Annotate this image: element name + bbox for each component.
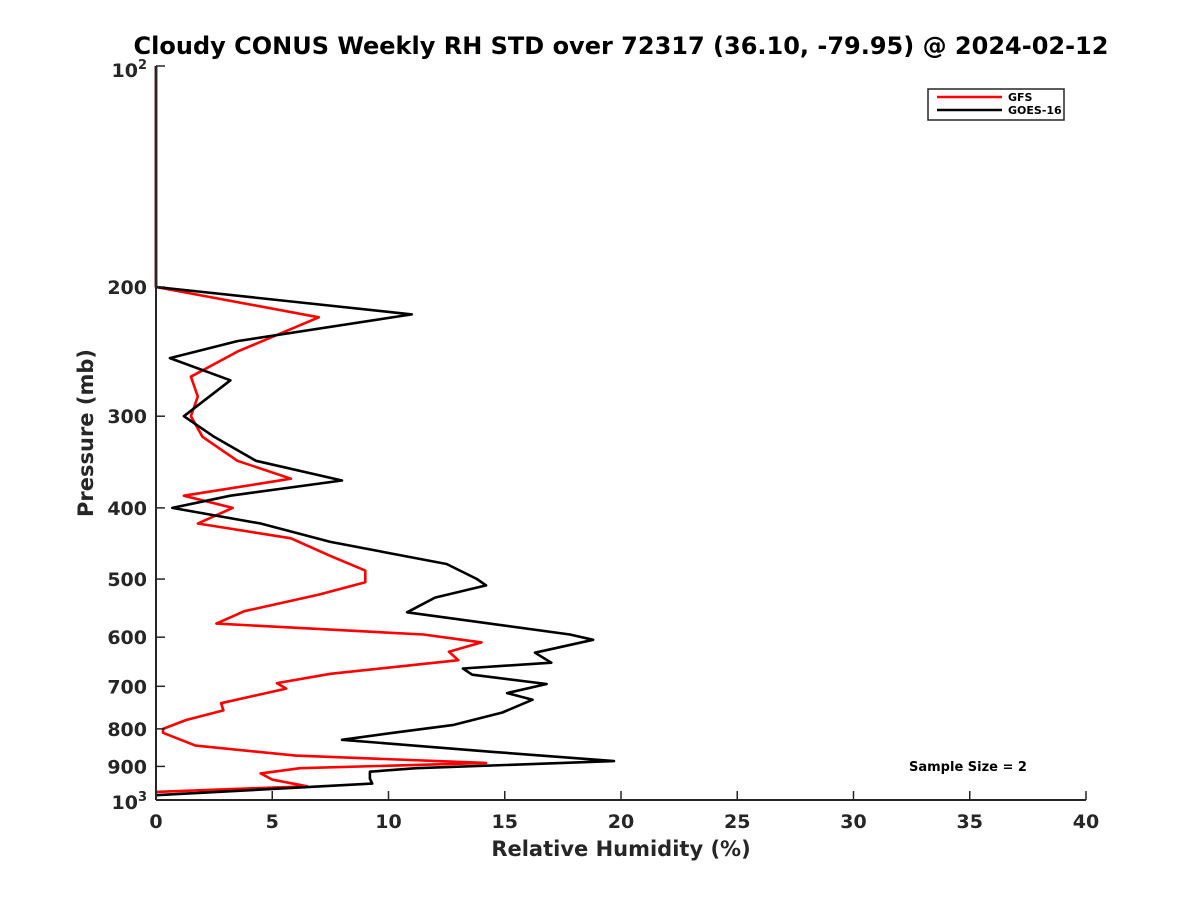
series-line-goes-16 [154,66,616,797]
x-tick-label: 25 [724,811,750,833]
x-tick-label: 15 [492,811,518,833]
x-tick-label: 30 [840,811,866,833]
x-axis-ticks: 0 5 10 15 20 25 30 35 40 [149,791,1099,833]
y-axis-ticks: 200 300 400 500 600 700 800 900 [107,65,165,801]
chart-title: Cloudy CONUS Weekly RH STD over 72317 (3… [134,32,1109,60]
y-tick-label: 400 [107,498,147,520]
x-tick-label: 40 [1073,811,1099,833]
plot-area [154,66,616,797]
legend: GFS GOES-16 [927,88,1065,121]
y-tick-label: 200 [107,277,147,299]
x-tick-label: 10 [375,811,401,833]
y-tick-label: 600 [107,627,147,649]
x-tick-label: 35 [957,811,983,833]
y-limit-top-exponent: 2 [138,58,147,73]
legend-label-goes-16: GOES-16 [1008,104,1062,117]
y-limit-top-base: 10 [112,60,138,82]
x-axis-label: Relative Humidity (%) [491,837,750,861]
x-tick-label: 20 [608,811,634,833]
x-tick-label: 5 [266,811,279,833]
y-limit-label-bottom: 103 [112,790,148,814]
legend-label-gfs: GFS [1008,91,1033,104]
sample-size-annotation: Sample Size = 2 [909,760,1027,775]
y-tick-label: 300 [107,406,147,428]
y-tick-label: 800 [107,719,147,741]
y-axis-label: Pressure (mb) [74,349,98,517]
y-tick-label: 700 [107,676,147,698]
x-tick-label: 0 [149,811,162,833]
y-limit-bottom-exponent: 3 [138,790,147,805]
y-tick-label: 900 [107,756,147,778]
y-limit-label-top: 102 [112,58,148,82]
y-tick-label: 500 [107,569,147,591]
y-limit-bottom-base: 10 [112,792,138,814]
legend-box [927,88,1065,121]
